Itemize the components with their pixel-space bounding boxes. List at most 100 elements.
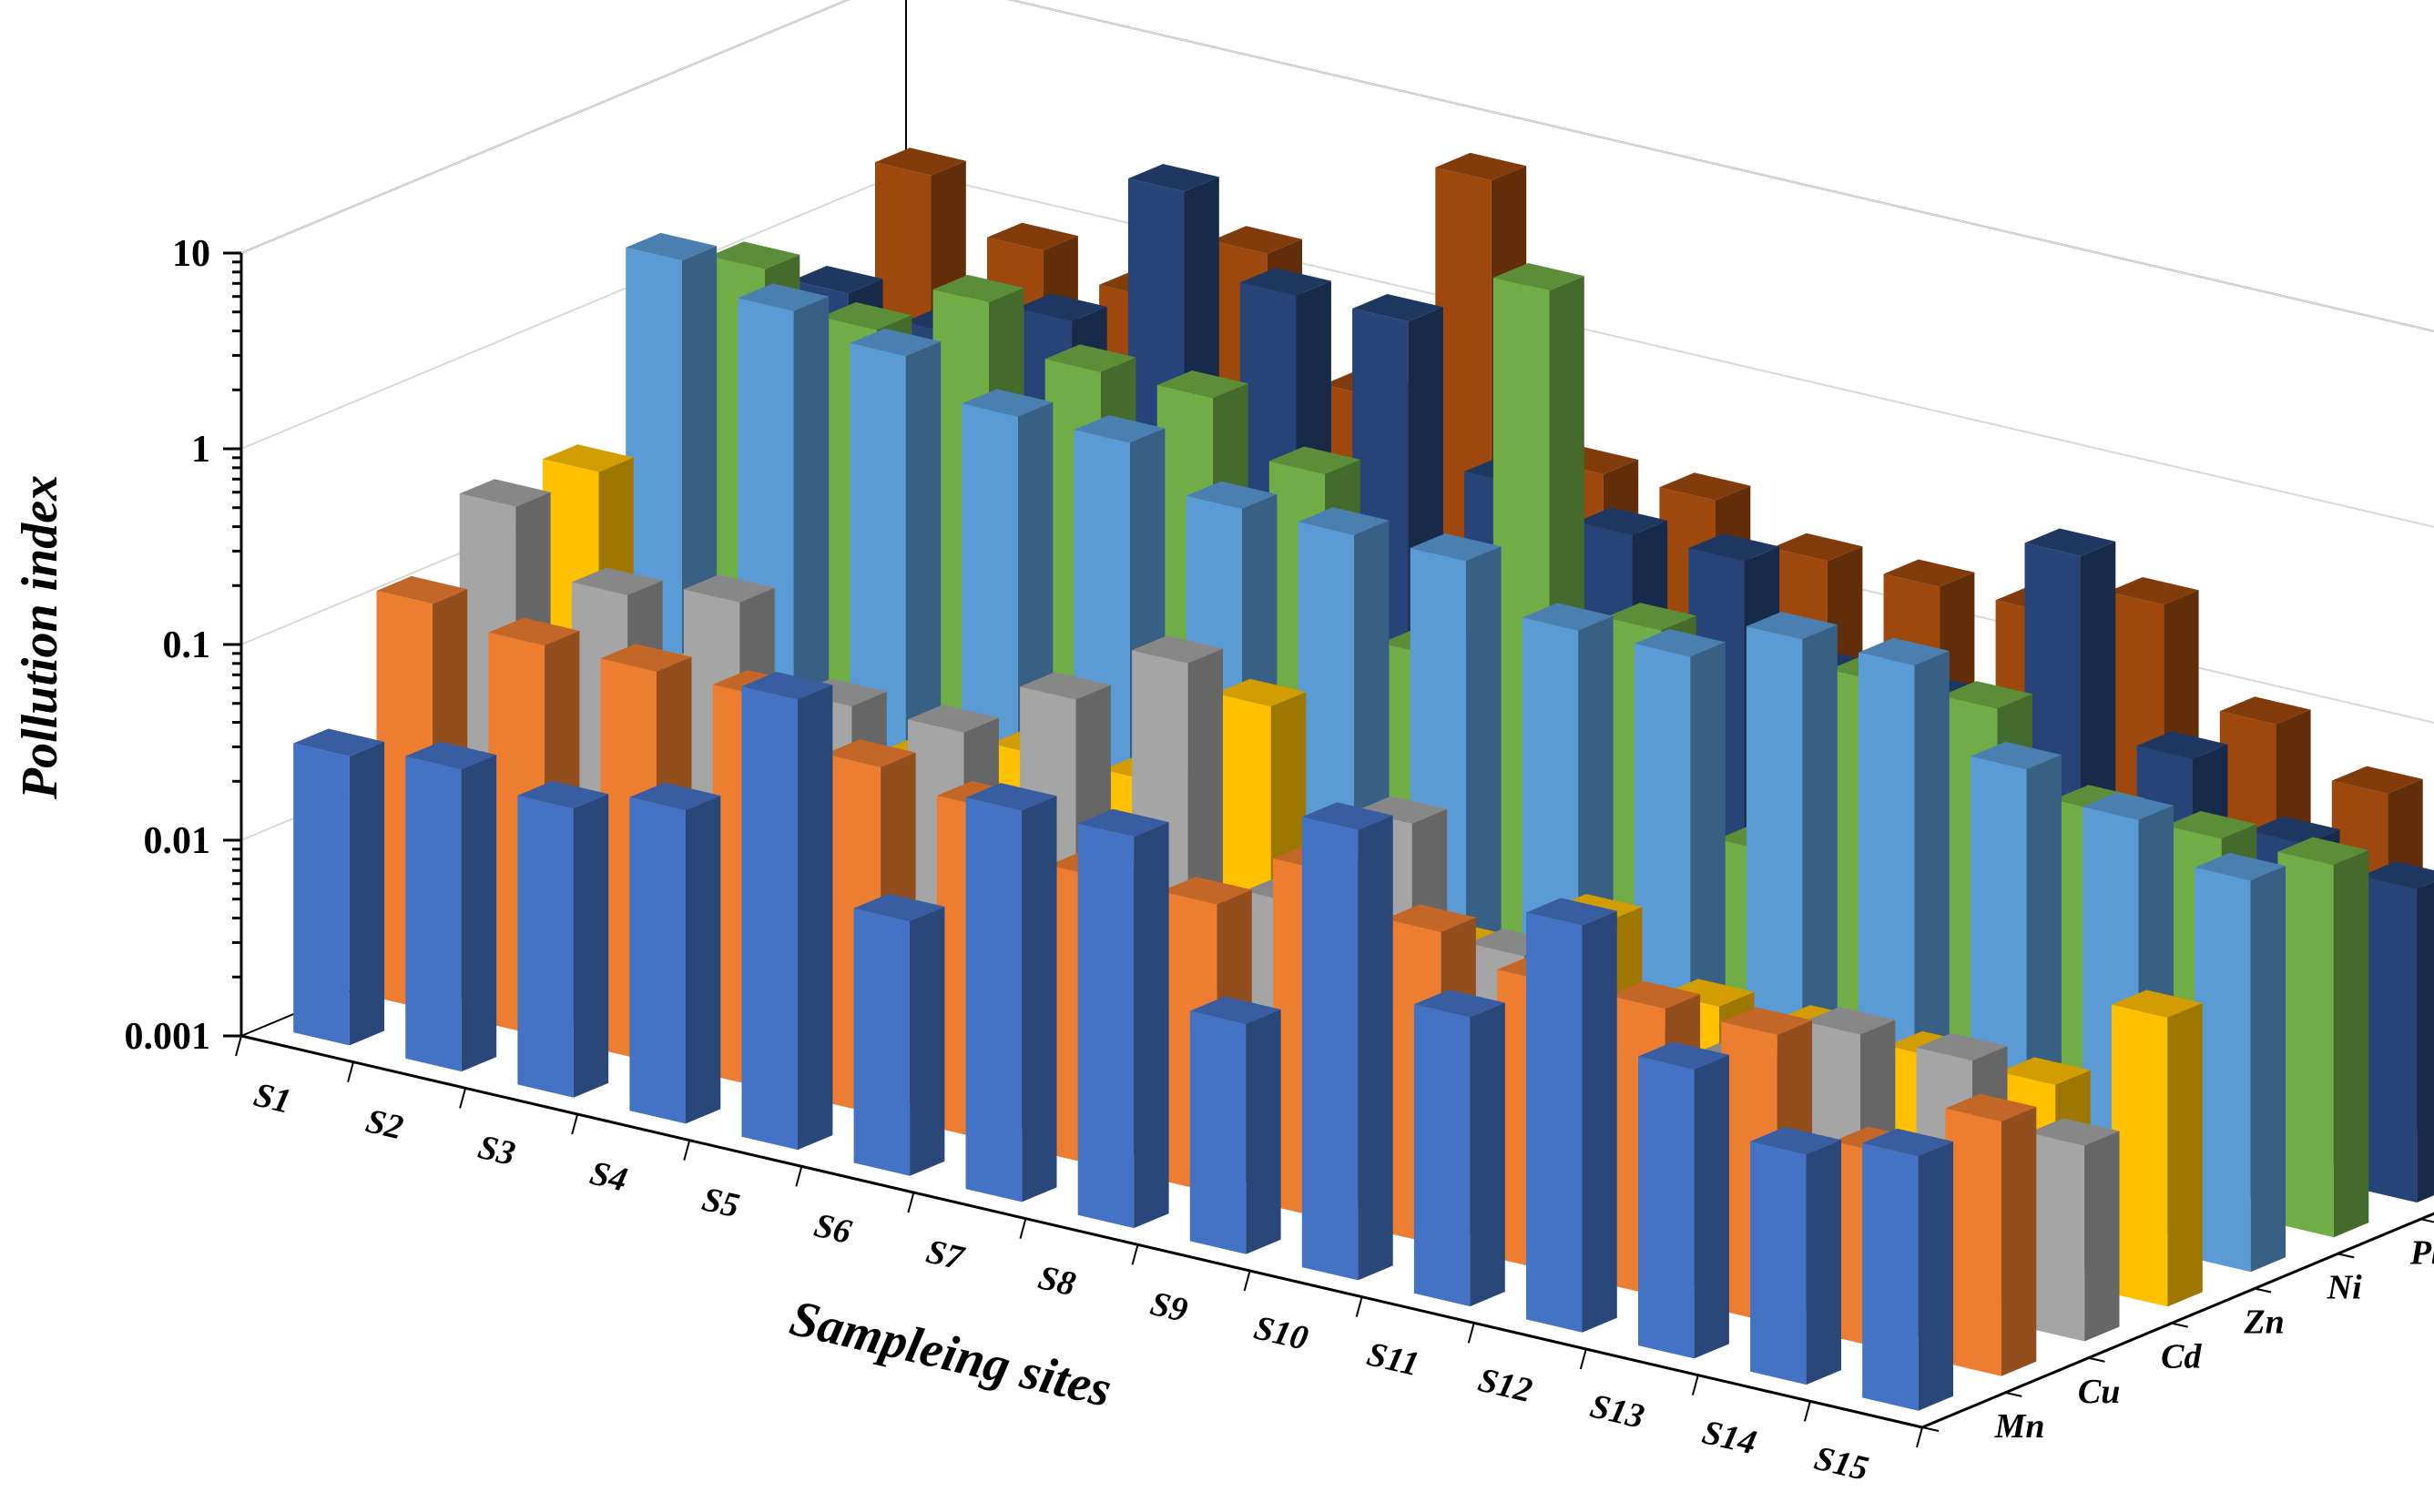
x-tick-label: S14 [1699, 1413, 1760, 1462]
x-tick-label: S7 [922, 1233, 969, 1278]
y-tick-labels: 0.001 0.01 0.1 1 10 [125, 233, 211, 1058]
bar-front [2360, 876, 2418, 1202]
z-tick-label: Cd [2161, 1338, 2202, 1376]
bar-Mn-S15 [1862, 1128, 1953, 1411]
bar-top [1492, 263, 1584, 291]
x-tick [795, 1166, 803, 1187]
bar-side [2001, 1106, 2037, 1376]
axes [223, 251, 2434, 1448]
x-axis-label: Sampleing sites [785, 1290, 1116, 1418]
bar-front [1526, 912, 1583, 1333]
z-tick-label: Zn [2243, 1304, 2284, 1342]
bar-top [459, 479, 551, 507]
bar-side [2333, 850, 2369, 1238]
bar-top [1746, 612, 1838, 640]
bar-Mn-S3 [517, 780, 609, 1098]
bar-Mn-S14 [1750, 1126, 1841, 1385]
x-tick [1019, 1218, 1027, 1239]
bar-top [600, 644, 692, 672]
bar-front [2195, 867, 2251, 1273]
bar-top [1771, 533, 1863, 562]
bar-front [293, 743, 350, 1046]
bar-side [573, 794, 609, 1098]
bar-top [1127, 164, 1219, 192]
bar-top [1721, 1007, 1813, 1035]
z-tick [2005, 1391, 2022, 1397]
bar-top [1971, 741, 2062, 770]
bar-Zn-S15 [2111, 989, 2203, 1307]
bar-top [824, 739, 916, 767]
bar-top [2331, 766, 2423, 794]
bar-Mn-S10 [1301, 802, 1393, 1281]
bar-top [1160, 877, 1252, 905]
bar-top [1945, 1093, 2037, 1121]
bar-Cu-S15 [1945, 1093, 2037, 1376]
bar-front [629, 797, 686, 1124]
bar-top [1435, 152, 1527, 181]
bar-top [1804, 1007, 1896, 1035]
x-tick-label: S10 [1250, 1309, 1311, 1358]
bar-top [1522, 603, 1614, 631]
bar-side [2084, 1131, 2120, 1342]
bar-front [2277, 851, 2334, 1238]
x-tick [1691, 1375, 1699, 1395]
bar-top [1215, 678, 1307, 707]
z-tick-label: Cu [2078, 1373, 2120, 1411]
bar-top [1609, 980, 1701, 1010]
x-tick [683, 1140, 691, 1161]
x-tick [459, 1088, 467, 1109]
bar-side [2167, 1002, 2203, 1307]
x-tick-label: S4 [586, 1154, 631, 1200]
bar-side [910, 907, 945, 1176]
bar-front [1077, 823, 1135, 1229]
bar-Mn-S2 [405, 741, 497, 1072]
bar-top [543, 444, 634, 472]
bar-side [686, 796, 721, 1124]
bar-top [1750, 1126, 1841, 1155]
bar-top [875, 147, 966, 176]
x-tick-label: S3 [474, 1128, 519, 1173]
bar-top [488, 617, 580, 645]
bar-top [2136, 731, 2228, 759]
z-tick [2337, 1253, 2355, 1259]
bar-Mn-S1 [293, 728, 385, 1046]
bar-front [517, 795, 574, 1098]
bar-Mn-S13 [1638, 1041, 1729, 1359]
z-tick [2171, 1322, 2188, 1328]
x-tick-label: S2 [362, 1101, 407, 1147]
y-tick-label: 0.001 [125, 1016, 211, 1058]
x-tick-label: S13 [1586, 1387, 1647, 1436]
bar-top [853, 893, 945, 922]
bar-front [1750, 1141, 1807, 1385]
x-tick-label: S1 [250, 1076, 295, 1121]
x-tick [1355, 1296, 1363, 1317]
bar-side [349, 741, 385, 1046]
bar-top [2028, 1118, 2120, 1146]
bar-top [932, 274, 1024, 303]
bar-top [908, 705, 999, 733]
bar-top [2248, 816, 2340, 845]
bar-top [1410, 533, 1502, 562]
bar-top [708, 241, 800, 269]
bar-Mn-S9 [1189, 996, 1281, 1254]
bar-top [1862, 1128, 1953, 1157]
bar-top [2195, 852, 2286, 881]
bar-side [1918, 1142, 1953, 1411]
bar-top [1301, 802, 1393, 830]
bar-top [571, 567, 663, 595]
bar-side [1470, 1002, 1505, 1307]
bar-top [1688, 533, 1780, 562]
bar-side [1134, 822, 1169, 1229]
z-tick [2254, 1287, 2272, 1294]
y-tick-label: 0.1 [163, 624, 211, 666]
bar-top [1634, 629, 1726, 657]
y-axis-label: Pollution index [12, 475, 68, 800]
bar-top [683, 574, 775, 603]
bar-Pb-S15 [2277, 837, 2369, 1238]
bar-side [1022, 796, 1057, 1202]
bar-top [626, 232, 718, 261]
bar-front [741, 686, 798, 1151]
x-tick-label: S11 [1363, 1334, 1422, 1384]
z-tick [1921, 1426, 1940, 1432]
